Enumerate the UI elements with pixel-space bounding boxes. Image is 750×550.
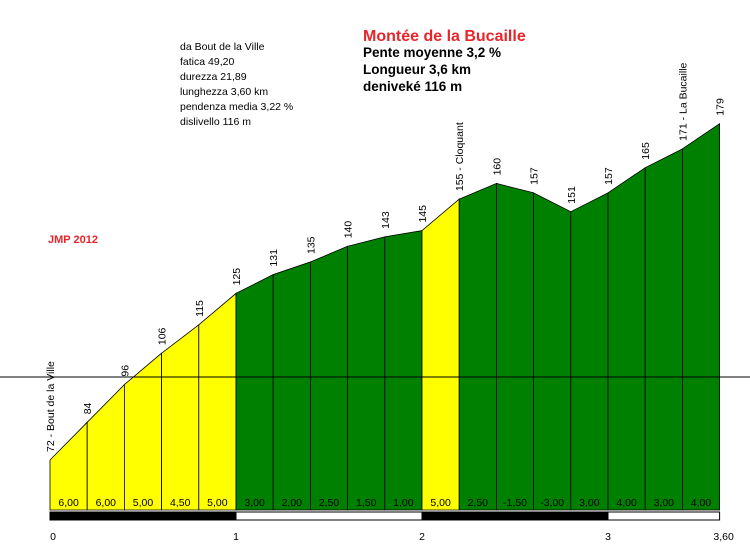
profile-segment-9 (347, 236, 386, 511)
gradient-label: 5,00 (133, 497, 154, 509)
altitude-label: 160 (491, 158, 503, 176)
altitude-label: 84 (82, 402, 94, 414)
profile-segment-18 (682, 122, 720, 511)
altitude-label: 115 (194, 300, 206, 317)
altitude-label: 145 (417, 205, 429, 223)
km-block-3 (421, 511, 609, 521)
profile-segment-17 (644, 148, 683, 511)
altitude-label: 179 (715, 98, 727, 116)
profile-segment-12 (458, 182, 497, 511)
altitude-label: 157 (529, 167, 541, 185)
profile-segment-11 (421, 198, 460, 511)
altitude-labels: 72 - Bout de la Ville 84 96 106 115 125 131 135… (45, 62, 727, 452)
summary-elevation: deniveké 116 m (363, 79, 462, 94)
x-tick-label: 0 (50, 531, 56, 543)
altitude-label: 171 - La Bucaille (677, 62, 689, 140)
stat-start: da Bout de la Ville (180, 41, 265, 53)
km-block-1 (49, 511, 237, 521)
gradient-label: 5,00 (430, 497, 451, 509)
gradient-label: 2,50 (319, 497, 340, 509)
stat-durezza: durezza 21,89 (180, 71, 247, 83)
profile-segment-16 (607, 166, 646, 511)
altitude-label: 106 (157, 327, 169, 345)
gradient-label: -1,50 (503, 497, 527, 509)
altitude-label: 151 (566, 186, 578, 204)
profile-segment-5 (198, 292, 237, 511)
km-block-2 (235, 511, 423, 521)
profile-segment-10 (384, 230, 423, 511)
profile-segment-6 (235, 273, 274, 511)
gradient-label: 3,00 (244, 497, 265, 509)
summary-length: Longueur 3,6 km (363, 62, 471, 77)
gradient-label: 4,00 (691, 497, 712, 509)
altitude-label: 165 (640, 142, 652, 160)
profile-segments (0, 122, 750, 511)
gradient-label: 2,50 (468, 497, 489, 509)
gradient-label: 6,00 (96, 497, 117, 509)
gradient-label: 3,00 (579, 497, 600, 509)
profile-segment-4 (161, 324, 200, 511)
x-tick-label: 3 (605, 531, 611, 543)
distance-axis: 0 1 2 3 3,60 (49, 511, 734, 543)
gradient-label: 1,50 (356, 497, 377, 509)
gradient-label: -3,00 (540, 497, 564, 509)
stat-fatica: fatica 49,20 (180, 56, 234, 68)
profile-segment-15 (570, 192, 609, 511)
altitude-label: 125 (231, 268, 243, 286)
stat-lunghezza: lunghezza 3,60 km (180, 86, 268, 98)
stat-pendenza: pendenza media 3,22 % (180, 101, 293, 113)
profile-segment-7 (272, 261, 311, 511)
altitude-label: 131 (268, 249, 280, 267)
profile-segment-14 (533, 192, 572, 511)
altitude-label: 96 (119, 365, 131, 377)
altitude-label: 157 (603, 167, 615, 185)
km-block-4 (607, 511, 721, 521)
x-tick-label: 1 (233, 531, 239, 543)
gradient-label: 1,00 (393, 497, 414, 509)
gradient-label: 6,00 (58, 497, 79, 509)
summary-slope: Pente moyenne 3,2 % (363, 45, 501, 60)
x-tick-label: 2 (419, 531, 425, 543)
gradient-label: 4,50 (170, 497, 191, 509)
x-tick-label: 3,60 (713, 531, 734, 543)
gradient-label: 3,00 (654, 497, 675, 509)
altitude-label: 135 (305, 236, 317, 254)
altitude-label: 72 - Bout de la Ville (45, 361, 57, 452)
credit-label: JMP 2012 (48, 234, 98, 246)
altitude-label: 143 (380, 211, 392, 229)
chart-title: Montée de la Bucaille (363, 28, 526, 45)
altitude-label: 140 (343, 221, 355, 239)
profile-segment-13 (495, 182, 534, 511)
gradient-label: 5,00 (207, 497, 228, 509)
profile-segment-8 (309, 245, 349, 511)
gradient-label: 4,00 (616, 497, 637, 509)
altitude-label: 155 - Cloquant (454, 122, 466, 191)
gradient-label: 2,00 (282, 497, 303, 509)
gradient-labels: 6,00 6,00 5,00 4,50 5,00 3,00 2,00 2,50 1,50 1,00… (58, 497, 711, 509)
stat-dislivello: dislivello 116 m (180, 116, 251, 128)
